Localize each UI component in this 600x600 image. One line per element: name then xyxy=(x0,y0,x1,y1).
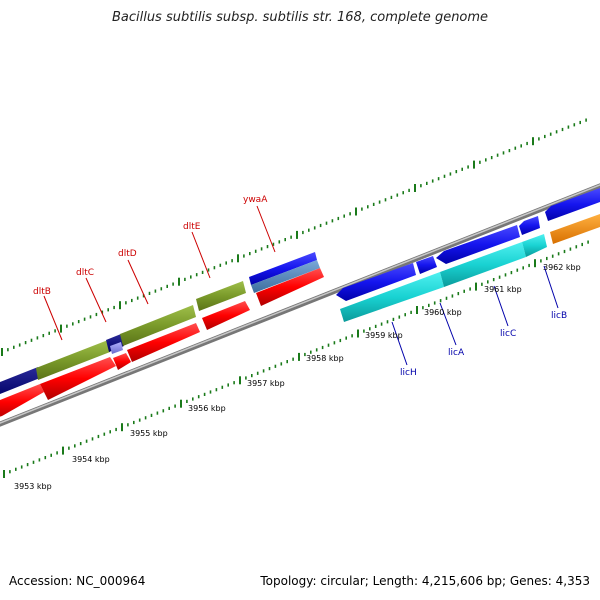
kbp-tick-label: 3956 kbp xyxy=(188,404,226,413)
gene-feature[interactable] xyxy=(113,353,131,370)
kbp-tick-label: 3962 kbp xyxy=(543,263,581,272)
genome-backbone xyxy=(0,183,600,427)
gene-feature[interactable] xyxy=(196,281,246,311)
map-title: Bacillus subtilis subsp. subtilis str. 1… xyxy=(111,10,489,25)
gene-feature[interactable] xyxy=(436,225,520,264)
genome-summary-text: Topology: circular; Length: 4,215,606 bp… xyxy=(260,574,590,588)
kbp-tick-label: 3953 kbp xyxy=(14,482,52,491)
inner-tick-track xyxy=(3,240,589,478)
gene-features xyxy=(0,188,600,420)
gene-feature[interactable] xyxy=(127,323,200,362)
gene-labels: dltB dltC dltD dltE ywaA licH licA licC … xyxy=(33,195,567,378)
accession-text: Accession: NC_000964 xyxy=(9,574,146,588)
kbp-tick-label: 3958 kbp xyxy=(306,354,344,363)
gene-feature[interactable] xyxy=(0,367,40,398)
kbp-tick-label: 3959 kbp xyxy=(365,331,403,340)
gene-label-dltB: dltB xyxy=(33,287,51,297)
gene-feature[interactable] xyxy=(40,357,116,400)
gene-label-ywaA: ywaA xyxy=(243,195,268,205)
gene-label-dltC: dltC xyxy=(76,268,94,278)
gene-feature[interactable] xyxy=(36,340,110,380)
gene-feature[interactable] xyxy=(336,263,416,301)
gene-feature[interactable] xyxy=(550,214,600,244)
gene-label-licH: licH xyxy=(400,368,417,378)
outer-tick-track xyxy=(1,118,587,356)
gene-feature[interactable] xyxy=(440,242,526,287)
gene-feature[interactable] xyxy=(416,256,437,274)
kbp-tick-label: 3955 kbp xyxy=(130,429,168,438)
gene-feature[interactable] xyxy=(249,252,317,285)
gene-label-dltD: dltD xyxy=(118,249,137,259)
kbp-tick-label: 3957 kbp xyxy=(247,379,285,388)
gene-feature[interactable] xyxy=(519,216,540,235)
label-pointers xyxy=(43,205,559,366)
gene-feature[interactable] xyxy=(522,234,547,257)
gene-label-licA: licA xyxy=(448,348,465,358)
gene-label-licC: licC xyxy=(500,329,516,339)
gene-label-licB: licB xyxy=(551,311,567,321)
kbp-tick-label: 3960 kbp xyxy=(424,308,462,317)
gene-feature[interactable] xyxy=(202,301,250,330)
gene-feature[interactable] xyxy=(251,260,320,293)
kbp-tick-label: 3961 kbp xyxy=(484,285,522,294)
gene-feature[interactable] xyxy=(340,272,444,322)
gene-feature[interactable] xyxy=(256,268,324,306)
kbp-tick-label: 3954 kbp xyxy=(72,455,110,464)
gene-feature[interactable] xyxy=(110,342,123,354)
gene-feature[interactable] xyxy=(0,384,44,420)
gene-feature[interactable] xyxy=(545,188,600,221)
gene-label-dltE: dltE xyxy=(183,222,201,232)
gene-feature[interactable] xyxy=(120,305,196,346)
kbp-tick-labels: 3953 kbp 3954 kbp 3955 kbp 3956 kbp 3957… xyxy=(14,263,581,491)
